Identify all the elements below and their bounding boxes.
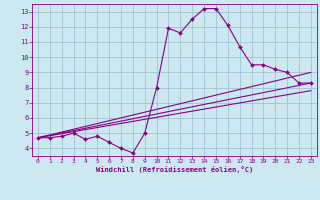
X-axis label: Windchill (Refroidissement éolien,°C): Windchill (Refroidissement éolien,°C) — [96, 166, 253, 173]
